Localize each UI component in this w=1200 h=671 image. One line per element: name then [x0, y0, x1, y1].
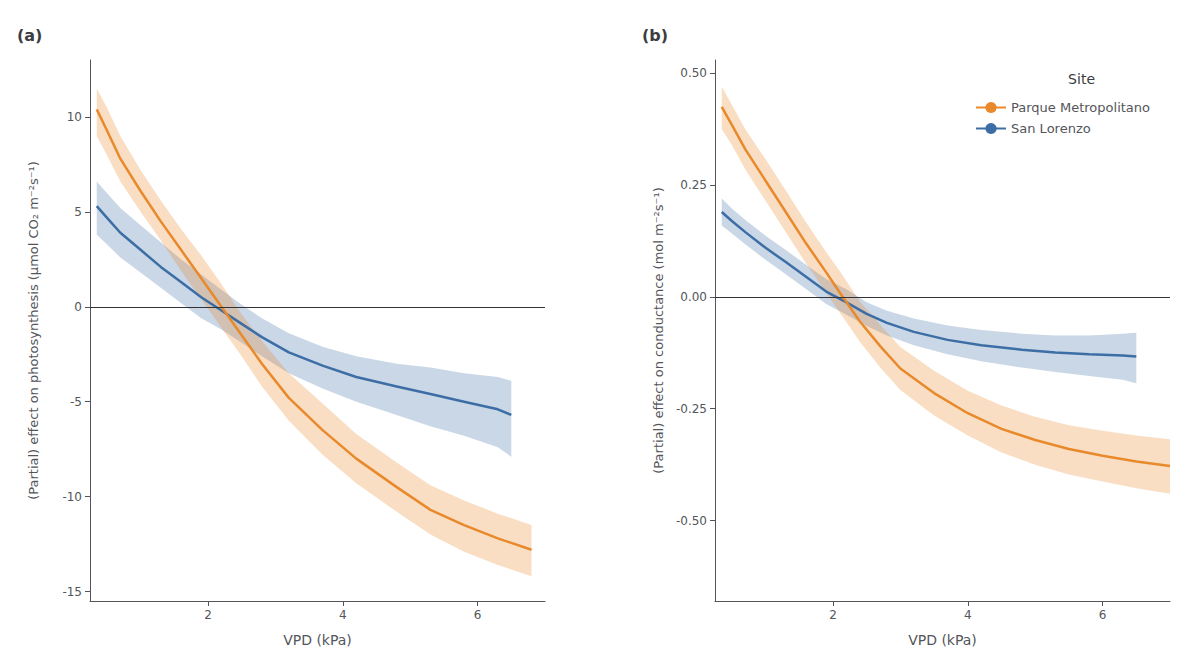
svg-text:San Lorenzo: San Lorenzo: [1011, 121, 1091, 136]
svg-text:Parque Metropolitano: Parque Metropolitano: [1011, 100, 1150, 115]
svg-text:(Partial) effect on photosynth: (Partial) effect on photosynthesis (μmol…: [26, 161, 41, 500]
svg-text:-0.25: -0.25: [676, 402, 707, 416]
svg-text:10: 10: [67, 110, 82, 124]
svg-text:(a): (a): [17, 26, 42, 45]
svg-text:0.00: 0.00: [680, 290, 707, 304]
svg-text:(b): (b): [642, 26, 668, 45]
svg-text:4: 4: [964, 608, 972, 622]
svg-text:5: 5: [74, 205, 82, 219]
svg-text:-15: -15: [62, 585, 82, 599]
svg-text:-0.50: -0.50: [676, 514, 707, 528]
svg-text:6: 6: [1099, 608, 1107, 622]
svg-text:0.25: 0.25: [680, 178, 707, 192]
svg-text:2: 2: [829, 608, 837, 622]
svg-text:(Partial) effect on conductanc: (Partial) effect on conductance (mol m⁻²…: [651, 187, 666, 473]
svg-text:6: 6: [474, 608, 482, 622]
svg-text:2: 2: [204, 608, 212, 622]
svg-text:VPD (kPa): VPD (kPa): [908, 632, 977, 648]
svg-text:Site: Site: [1068, 71, 1095, 87]
svg-text:0: 0: [74, 300, 82, 314]
svg-text:-10: -10: [62, 490, 82, 504]
svg-text:VPD (kPa): VPD (kPa): [283, 632, 352, 648]
svg-text:0.50: 0.50: [680, 66, 707, 80]
svg-text:4: 4: [339, 608, 347, 622]
svg-text:-5: -5: [70, 395, 82, 409]
